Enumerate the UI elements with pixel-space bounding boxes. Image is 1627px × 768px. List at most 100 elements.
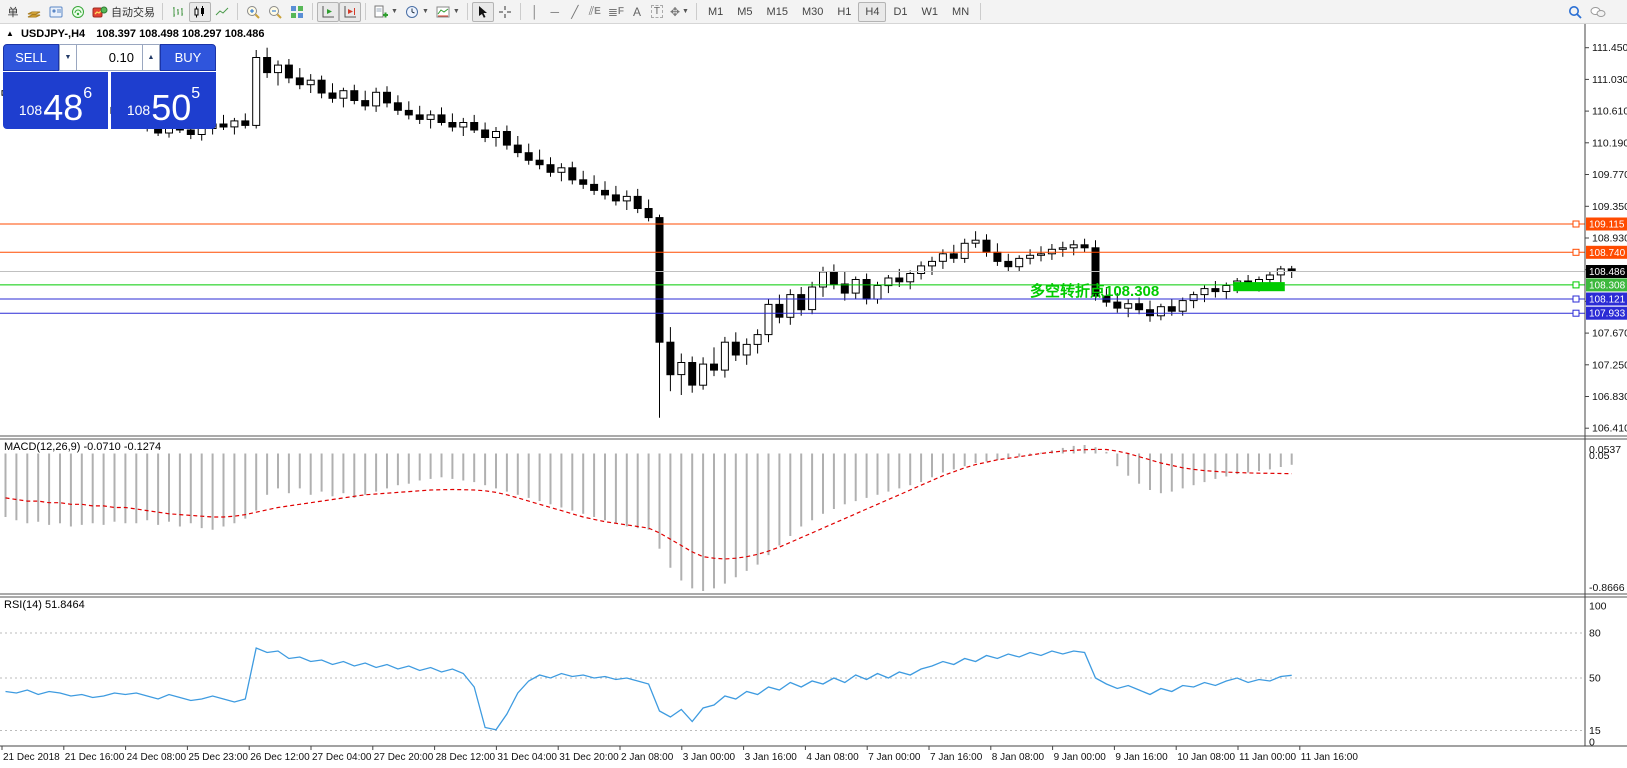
channel-icon[interactable]: ⫽ E (588, 4, 601, 18)
svg-text:9 Jan 00:00: 9 Jan 00:00 (1054, 752, 1107, 763)
toolbar-right-group (1564, 2, 1624, 22)
svg-text:108.930: 108.930 (1592, 233, 1627, 245)
timeframe-w1[interactable]: W1 (921, 5, 939, 18)
pane-separator[interactable] (0, 435, 1627, 440)
crosshair-icon[interactable] (494, 2, 516, 22)
svg-text:108.121: 108.121 (1589, 295, 1626, 306)
chevron-down-icon: ▼ (452, 8, 460, 15)
cursor-icon[interactable] (471, 1, 494, 22)
timeframe-m30[interactable]: M30 (801, 5, 824, 18)
annotation-text[interactable]: 多空转折点108.308 (1030, 283, 1160, 300)
svg-text:9 Jan 16:00: 9 Jan 16:00 (1115, 752, 1168, 763)
svg-text:0: 0 (1589, 737, 1595, 749)
buy-button[interactable]: BUY (160, 44, 216, 71)
svg-text:108.740: 108.740 (1589, 248, 1626, 259)
timeframe-h1[interactable]: H1 (837, 5, 852, 18)
text-letter: A (632, 4, 641, 19)
svg-text:80: 80 (1589, 628, 1601, 640)
timeframe-d1[interactable]: D1 (893, 5, 908, 18)
indicators-add-button[interactable]: ▼ (370, 2, 401, 22)
profile-card-icon[interactable] (45, 2, 67, 22)
time-axis[interactable]: 21 Dec 2018 21 Dec 16:00 24 Dec 08:00 25 De… (0, 745, 1627, 763)
gold-bars-icon[interactable] (23, 2, 45, 22)
autoscroll-icon[interactable] (317, 1, 339, 22)
macd-histogram (4, 445, 1293, 591)
candle-chart-icon[interactable] (189, 1, 211, 22)
zoom-in-icon[interactable] (242, 2, 264, 22)
svg-text:50: 50 (1589, 673, 1601, 685)
search-icon[interactable] (1564, 2, 1586, 22)
timeframe-m5[interactable]: M5 (737, 5, 753, 18)
svg-text:8 Jan 08:00: 8 Jan 08:00 (992, 752, 1045, 763)
autotrade-button[interactable]: 自动交易 (89, 2, 158, 22)
svg-text:100: 100 (1589, 601, 1607, 613)
svg-text:28 Dec 12:00: 28 Dec 12:00 (436, 752, 496, 763)
volume-up-button[interactable]: ▲ (142, 44, 160, 71)
svg-text:106.830: 106.830 (1592, 391, 1627, 403)
vertical-line-icon[interactable]: │ (531, 4, 539, 19)
chat-icon[interactable] (1586, 2, 1610, 22)
period-clock-button[interactable]: ▼ (401, 2, 432, 22)
autotrade-icon (92, 6, 108, 17)
shift-chart-icon[interactable] (339, 1, 361, 22)
macd-signal-line (5, 448, 1292, 560)
fibonacci-icon[interactable]: ≣ F (607, 4, 624, 19)
volume-input[interactable]: 0.10 (77, 44, 142, 71)
toolbar-separator (365, 3, 366, 20)
period-clock-icon (405, 5, 418, 18)
timeframe-mn[interactable]: MN (952, 5, 970, 18)
collapse-triangle-icon: ▲ (6, 29, 14, 38)
tile-windows-icon[interactable] (286, 2, 308, 22)
svg-text:26 Dec 12:00: 26 Dec 12:00 (250, 752, 310, 763)
volume-down-button[interactable]: ▼ (59, 44, 77, 71)
bar-chart-icon[interactable] (167, 2, 189, 22)
svg-text:0.0537: 0.0537 (1589, 444, 1621, 456)
horizontal-lines (0, 220, 1585, 317)
timeframe-buttons: M1 M5 M15 M30 H1 H4 D1 W1 MN (701, 1, 976, 22)
timeframe-m15[interactable]: M15 (766, 5, 788, 18)
svg-text:107.933: 107.933 (1589, 309, 1626, 320)
trade-panel-top-row: SELL ▼ 0.10 ▲ BUY (3, 44, 216, 71)
trendline-icon[interactable]: ╱ (571, 4, 579, 19)
buy-price-big: 50 (151, 87, 192, 128)
svg-text:3 Jan 16:00: 3 Jan 16:00 (745, 752, 798, 763)
timeframe-h4[interactable]: H4 (858, 1, 887, 22)
toolbar-separator (466, 3, 468, 20)
svg-text:31 Dec 04:00: 31 Dec 04:00 (497, 752, 557, 763)
arrows-icon[interactable]: ✥ ▼ (669, 4, 689, 19)
timeframe-m1[interactable]: M1 (707, 5, 724, 18)
horizontal-line-icon[interactable]: ─ (550, 4, 560, 19)
label-icon[interactable]: T (647, 2, 667, 22)
signal-icon[interactable] (67, 2, 89, 22)
new-order-button[interactable]: 单 (3, 2, 23, 22)
candles (1, 47, 1296, 418)
highlight-box[interactable] (1233, 282, 1285, 292)
sell-price-prefix: 108 (18, 102, 43, 118)
svg-text:27 Dec 20:00: 27 Dec 20:00 (374, 752, 434, 763)
svg-text:7 Jan 16:00: 7 Jan 16:00 (930, 752, 983, 763)
channel-letter: E (594, 6, 601, 17)
svg-text:11 Jan 16:00: 11 Jan 16:00 (1301, 752, 1359, 763)
template-button[interactable]: ▼ (432, 2, 463, 22)
svg-text:7 Jan 00:00: 7 Jan 00:00 (868, 752, 921, 763)
line-chart-icon[interactable] (211, 2, 233, 22)
svg-text:108.486: 108.486 (1589, 267, 1626, 278)
zoom-out-icon[interactable] (264, 2, 286, 22)
svg-text:11 Jan 00:00: 11 Jan 00:00 (1239, 752, 1297, 763)
sell-button[interactable]: SELL (3, 44, 59, 71)
toolbar-separator (162, 3, 163, 20)
sell-price-big: 48 (43, 87, 84, 128)
text-icon[interactable]: A (627, 2, 647, 22)
svg-text:-0.8666: -0.8666 (1589, 582, 1625, 594)
buy-price-display[interactable]: 108 50 5 (111, 72, 216, 129)
svg-text:21 Dec 2018: 21 Dec 2018 (3, 752, 60, 763)
sell-price-display[interactable]: 108 48 6 (3, 72, 108, 129)
pane-separator[interactable] (0, 593, 1627, 598)
chart-symbol-period: USDJPY-,H4 (20, 28, 86, 40)
svg-text:24 Dec 08:00: 24 Dec 08:00 (127, 752, 187, 763)
toolbar-separator (519, 3, 521, 20)
price-axis[interactable]: 111.450 111.030 110.610 110.190 109.770 109.3… (1584, 24, 1627, 749)
toolbar-separator (237, 3, 238, 20)
toolbar-separator (695, 3, 697, 20)
